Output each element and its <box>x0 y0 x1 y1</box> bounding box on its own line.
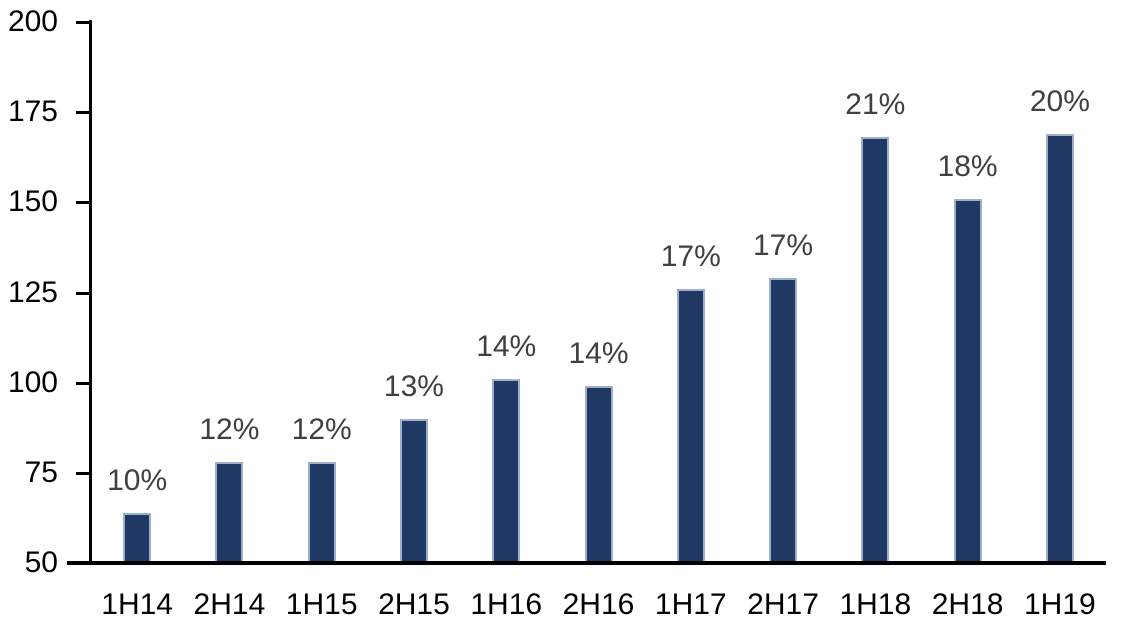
x-tick-label-1H19: 1H19 <box>1023 588 1096 621</box>
bar-1H17 <box>676 288 705 563</box>
x-tick-label-2H18: 2H18 <box>931 588 1004 621</box>
bar-data-label-1H17: 17% <box>660 239 721 273</box>
y-tick-mark <box>76 471 89 475</box>
x-tick-label-1H15: 1H15 <box>285 588 358 621</box>
x-tick-label-1H18: 1H18 <box>839 588 912 621</box>
bar-2H18 <box>953 198 982 563</box>
bar-1H14 <box>123 512 152 563</box>
y-tick-mark <box>76 21 89 24</box>
y-tick-label: 75 <box>24 455 58 489</box>
bar-1H19 <box>1045 133 1074 563</box>
y-tick-label: 150 <box>7 185 58 219</box>
y-tick-label: 125 <box>7 275 58 309</box>
bar-2H15 <box>399 418 428 563</box>
x-tick-label-2H17: 2H17 <box>747 588 819 621</box>
y-tick-mark <box>76 381 89 385</box>
bar-1H16 <box>492 379 521 563</box>
y-tick-label: 175 <box>7 95 58 129</box>
bar-data-label-2H16: 14% <box>568 337 629 371</box>
bar-2H14 <box>215 462 244 563</box>
bar-1H18 <box>861 137 890 563</box>
x-tick-label-2H16: 2H16 <box>562 588 635 621</box>
bar-data-label-1H14: 10% <box>107 463 168 497</box>
bar-data-label-1H18: 21% <box>845 88 906 122</box>
bar-2H16 <box>584 386 613 563</box>
bar-data-label-2H17: 17% <box>753 229 814 263</box>
bar-data-label-2H18: 18% <box>937 149 998 183</box>
x-tick-label-2H14: 2H14 <box>193 588 266 621</box>
y-tick-label: 200 <box>7 5 58 38</box>
x-tick-label-1H14: 1H14 <box>101 588 173 621</box>
bar-1H15 <box>307 462 336 563</box>
bar-data-label-1H19: 20% <box>1029 84 1090 118</box>
bar-data-label-1H16: 14% <box>476 330 537 364</box>
y-tick-mark <box>76 111 89 115</box>
y-axis-line <box>89 20 92 565</box>
bar-data-label-2H14: 12% <box>199 413 260 446</box>
bar-data-label-2H15: 13% <box>383 369 444 403</box>
y-tick-mark <box>76 291 89 295</box>
y-tick-label: 100 <box>7 365 58 399</box>
x-tick-label-2H15: 2H15 <box>378 588 450 621</box>
x-tick-label-1H16: 1H16 <box>470 588 543 621</box>
y-tick-label: 50 <box>24 546 58 579</box>
bar-data-label-1H15: 12% <box>291 413 352 446</box>
x-axis-baseline <box>67 561 1106 565</box>
bar-2H17 <box>769 278 798 563</box>
x-tick-label-1H17: 1H17 <box>654 588 727 621</box>
y-tick-mark <box>76 201 89 205</box>
